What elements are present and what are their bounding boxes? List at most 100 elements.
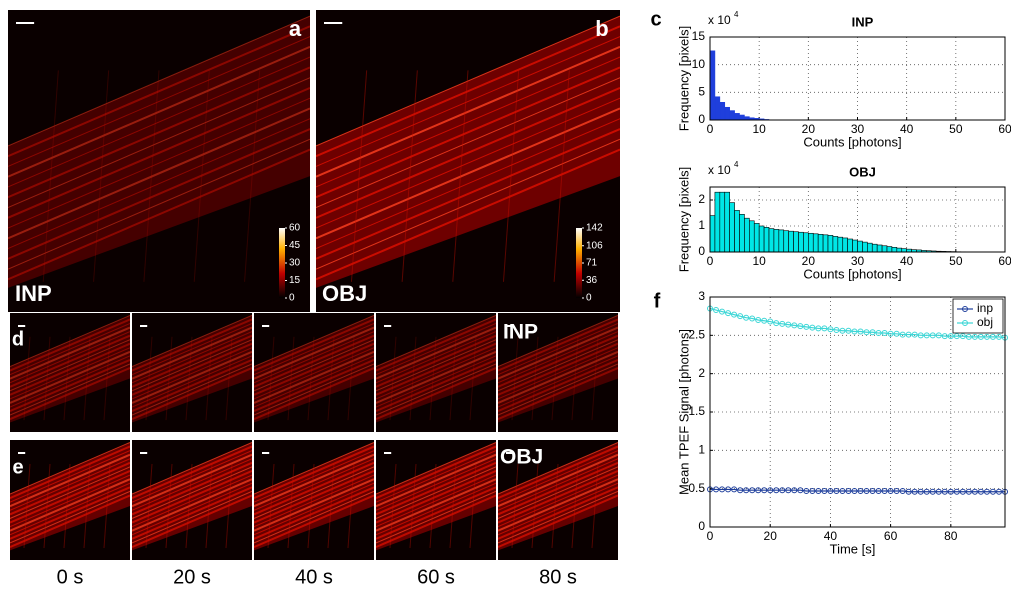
- y-tick-label: 3: [698, 289, 705, 303]
- point: [911, 488, 918, 495]
- point: [953, 488, 960, 495]
- histogram-bar: [852, 239, 858, 253]
- cell-wall: [553, 70, 570, 282]
- point: [875, 330, 882, 337]
- fiber: [254, 453, 374, 508]
- cell-wall: [409, 336, 417, 421]
- fiber: [376, 490, 496, 544]
- cell-wall: [449, 463, 457, 549]
- fiber: [498, 445, 618, 499]
- point: [935, 488, 942, 495]
- time-label: 20 s: [173, 566, 211, 588]
- fiber: [254, 470, 374, 524]
- point: [743, 314, 750, 321]
- fiber: [316, 77, 620, 208]
- point: [863, 487, 870, 494]
- point: [965, 488, 972, 495]
- fiber: [498, 441, 618, 495]
- point: [989, 488, 996, 495]
- fiber: [376, 486, 496, 540]
- micrograph: [498, 313, 618, 432]
- point: [809, 487, 816, 494]
- point: [713, 486, 720, 493]
- scale-bar: [506, 325, 514, 327]
- y-tick-label: 0: [698, 519, 705, 533]
- point: [845, 487, 852, 494]
- scale-bar: [324, 22, 343, 24]
- colorbar-tick-label: 45: [289, 240, 301, 251]
- scale-bar: [16, 22, 35, 24]
- histogram-bar: [886, 246, 893, 253]
- fiber: [254, 314, 374, 368]
- fiber: [254, 358, 374, 412]
- panel-letter: e: [12, 456, 23, 478]
- histogram-bar: [783, 230, 789, 253]
- histogram-bar: [876, 244, 883, 253]
- micrograph: [254, 440, 374, 560]
- cell-wall: [307, 336, 315, 421]
- x-tick-label: 20: [802, 122, 816, 136]
- cell-wall: [43, 463, 51, 549]
- point: [917, 332, 924, 339]
- point: [917, 488, 924, 495]
- point: [815, 487, 822, 494]
- plot-area: [710, 37, 1005, 120]
- time-label: 80 s: [539, 566, 577, 588]
- fiber: [376, 331, 496, 384]
- fiber: [376, 461, 496, 516]
- point: [743, 487, 750, 494]
- point: [857, 328, 864, 335]
- point: [773, 487, 780, 494]
- y-exponent: 4: [734, 160, 739, 169]
- x-tick-label: 40: [824, 529, 838, 543]
- cell-wall: [193, 70, 210, 282]
- point: [989, 333, 996, 340]
- point: [863, 329, 870, 336]
- point: [935, 332, 942, 339]
- image-background: [10, 313, 130, 432]
- histogram-bar: [763, 227, 770, 253]
- fiber: [132, 474, 252, 528]
- fiber: [316, 56, 620, 188]
- legend-label: inp: [977, 301, 993, 315]
- histogram-bar: [803, 232, 809, 253]
- fiber: [498, 358, 618, 412]
- legend-box: [952, 298, 1004, 334]
- fiber: [132, 326, 252, 380]
- time-label: 0 s: [57, 566, 84, 588]
- cell-wall: [267, 336, 275, 421]
- point: [929, 488, 936, 495]
- tissue: [132, 315, 252, 423]
- cell-wall: [145, 463, 153, 549]
- fiber: [132, 466, 252, 519]
- cell-wall: [225, 463, 233, 549]
- fiber: [10, 339, 130, 392]
- histogram-bar: [798, 231, 804, 253]
- fiber: [132, 350, 252, 404]
- plot-area: [710, 297, 1005, 527]
- fiber: [498, 323, 618, 376]
- fiber: [376, 494, 496, 548]
- fiber: [498, 478, 618, 532]
- x-tick-label: 30: [851, 254, 865, 268]
- fiber: [254, 450, 374, 503]
- panel-letter: a: [289, 16, 302, 41]
- fiber: [8, 107, 310, 240]
- fiber: [316, 138, 620, 270]
- fiber: [132, 470, 252, 524]
- point: [725, 486, 732, 493]
- micrograph: [376, 313, 496, 432]
- histogram-bar: [778, 229, 785, 253]
- x-tick-label: 50: [949, 254, 963, 268]
- fiber: [132, 363, 252, 416]
- fiber: [132, 445, 252, 499]
- fiber: [254, 490, 374, 544]
- histogram-bar: [753, 223, 760, 253]
- cell-wall: [267, 463, 275, 549]
- fiber: [376, 318, 496, 372]
- histogram-bar: [744, 217, 750, 253]
- cell-wall: [327, 463, 335, 549]
- image-layer: [8, 10, 620, 560]
- point: [785, 321, 792, 328]
- fiber: [132, 318, 252, 372]
